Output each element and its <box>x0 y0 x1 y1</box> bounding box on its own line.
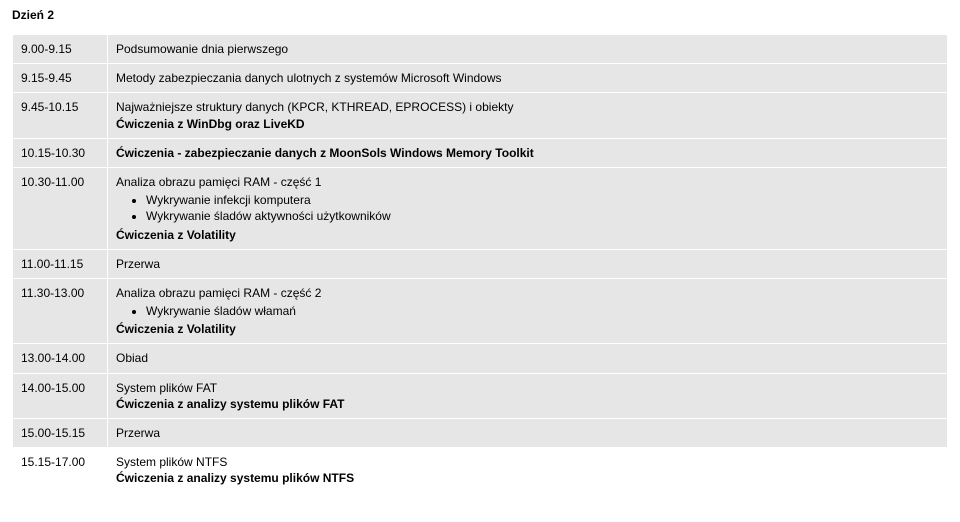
description-line: Podsumowanie dnia pierwszego <box>116 41 939 57</box>
time-cell: 10.15-10.30 <box>13 138 108 167</box>
table-row: 11.30-13.00Analiza obrazu pamięci RAM - … <box>13 278 948 344</box>
description-cell: Metody zabezpieczania danych ulotnych z … <box>108 64 948 93</box>
time-cell: 9.15-9.45 <box>13 64 108 93</box>
table-row: 9.00-9.15 Podsumowanie dnia pierwszego <box>13 35 948 64</box>
time-cell: 15.15-17.00 <box>13 448 108 493</box>
description-cell: Podsumowanie dnia pierwszego <box>108 35 948 64</box>
bullet-list: Wykrywanie infekcji komputeraWykrywanie … <box>146 192 939 224</box>
table-row: 9.45-10.15 Najważniejsze struktury danych… <box>13 93 948 138</box>
table-row: 11.00-11.15 Przerwa <box>13 249 948 278</box>
description-line: Najważniejsze struktury danych (KPCR, KT… <box>116 99 939 115</box>
time-cell: 14.00-15.00 <box>13 373 108 418</box>
description-line: System plików FAT <box>116 380 939 396</box>
description-line: Ćwiczenia z WinDbg oraz LiveKD <box>116 116 939 132</box>
description-cell: Ćwiczenia - zabezpieczanie danych z Moon… <box>108 138 948 167</box>
description-line: Ćwiczenia z Volatility <box>116 227 939 243</box>
description-line: Ćwiczenia z analizy systemu plików NTFS <box>116 470 939 486</box>
description-cell: Analiza obrazu pamięci RAM - część 2 Wykr… <box>108 278 948 344</box>
schedule-table: 9.00-9.15 Podsumowanie dnia pierwszego 9.1… <box>12 34 948 494</box>
table-row: 10.15-10.30 Ćwiczenia - zabezpieczanie da… <box>13 138 948 167</box>
description-line: Obiad <box>116 350 939 366</box>
description-line: Ćwiczenia z Volatility <box>116 321 939 337</box>
table-row: 9.15-9.45 Metody zabezpieczania danych ul… <box>13 64 948 93</box>
schedule-body: 9.00-9.15 Podsumowanie dnia pierwszego 9.1… <box>13 35 948 494</box>
table-row: 14.00-15.00System plików FATĆwiczenia z … <box>13 373 948 418</box>
list-item: Wykrywanie infekcji komputera <box>146 192 939 208</box>
description-line: Ćwiczenia - zabezpieczanie danych z Moon… <box>116 145 939 161</box>
description-line: Metody zabezpieczania danych ulotnych z … <box>116 70 939 86</box>
time-cell: 13.00-14.00 <box>13 344 108 373</box>
time-cell: 11.00-11.15 <box>13 249 108 278</box>
time-cell: 11.30-13.00 <box>13 278 108 344</box>
description-cell: Najważniejsze struktury danych (KPCR, KT… <box>108 93 948 138</box>
description-line: System plików NTFS <box>116 454 939 470</box>
table-row: 13.00-14.00 Obiad <box>13 344 948 373</box>
description-line: Przerwa <box>116 425 939 441</box>
description-line: Analiza obrazu pamięci RAM - część 2 <box>116 285 939 301</box>
description-line: Analiza obrazu pamięci RAM - część 1 <box>116 174 939 190</box>
table-row: 15.00-15.15 Przerwa <box>13 419 948 448</box>
time-cell: 9.45-10.15 <box>13 93 108 138</box>
description-cell: Obiad <box>108 344 948 373</box>
description-cell: Przerwa <box>108 249 948 278</box>
description-line: Przerwa <box>116 256 939 272</box>
table-row: 15.15-17.00System plików NTFSĆwiczenia z… <box>13 448 948 493</box>
time-cell: 9.00-9.15 <box>13 35 108 64</box>
table-row: 10.30-11.00Analiza obrazu pamięci RAM - … <box>13 167 948 249</box>
description-cell: Analiza obrazu pamięci RAM - część 1 Wykr… <box>108 167 948 249</box>
bullet-list: Wykrywanie śladów włamań <box>146 303 939 319</box>
description-cell: System plików NTFSĆwiczenia z analizy sy… <box>108 448 948 493</box>
description-line: Ćwiczenia z analizy systemu plików FAT <box>116 396 939 412</box>
list-item: Wykrywanie śladów włamań <box>146 303 939 319</box>
list-item: Wykrywanie śladów aktywności użytkownikó… <box>146 208 939 224</box>
time-cell: 10.30-11.00 <box>13 167 108 249</box>
description-cell: Przerwa <box>108 419 948 448</box>
time-cell: 15.00-15.15 <box>13 419 108 448</box>
description-cell: System plików FATĆwiczenia z analizy sys… <box>108 373 948 418</box>
day-title: Dzień 2 <box>12 8 948 22</box>
